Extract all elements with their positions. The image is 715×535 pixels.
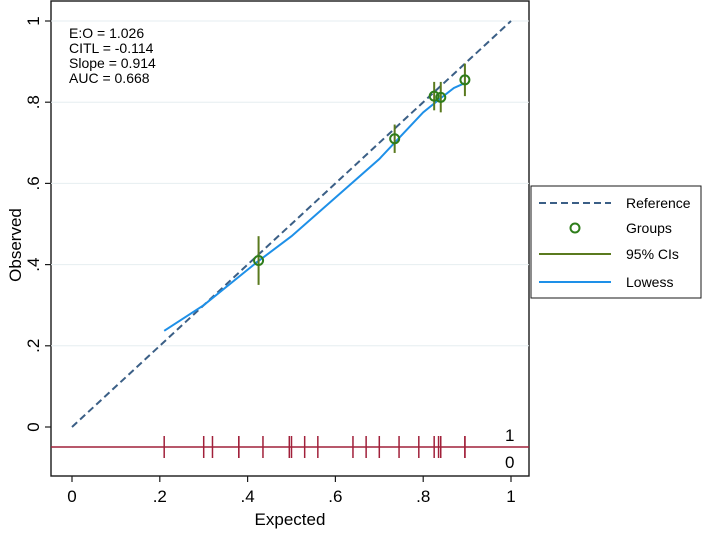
stat-slope: Slope = 0.914 — [69, 55, 156, 71]
legend-lowess-label: Lowess — [626, 274, 673, 290]
x-tick-label: 0 — [67, 487, 76, 506]
group-point — [389, 133, 401, 145]
x-tick-label: .4 — [241, 487, 255, 506]
legend-groups-label: Groups — [626, 220, 672, 236]
axis-ticks: 0 .2 .4 .6 .8 1 0 .2 .4 .6 .8 1 — [24, 16, 516, 506]
group-point — [459, 74, 471, 86]
x-tick-label: .6 — [328, 487, 342, 506]
legend: Reference Groups 95% CIs Lowess — [530, 185, 702, 299]
legend-reference-label: Reference — [626, 195, 691, 211]
rug-label-outcome-1: 1 — [505, 426, 514, 445]
x-tick-label: 1 — [506, 487, 515, 506]
legend-groups-swatch — [569, 222, 581, 234]
x-tick-label: .8 — [416, 487, 430, 506]
stat-auc: AUC = 0.668 — [69, 70, 150, 86]
y-tick-label: .8 — [24, 95, 43, 109]
rug-label-outcome-0: 0 — [505, 453, 514, 472]
series-layer — [71, 20, 512, 428]
statistics-box: E:O = 1.026 CITL = -0.114 Slope = 0.914 … — [69, 25, 156, 86]
plot-frame — [50, 0, 530, 477]
group-point — [253, 255, 265, 267]
y-tick-label: .4 — [24, 258, 43, 272]
legend-ci-label: 95% CIs — [626, 246, 679, 262]
y-tick-label: 1 — [24, 16, 43, 25]
rug-area — [51, 436, 529, 458]
legend-box — [530, 185, 702, 299]
group-point — [435, 91, 447, 103]
y-axis-title: Observed — [6, 208, 25, 282]
group-point — [428, 90, 440, 102]
x-axis-title: Expected — [255, 510, 326, 529]
y-tick-label: .6 — [24, 176, 43, 190]
stat-eo: E:O = 1.026 — [69, 25, 144, 41]
lowess-curve — [163, 82, 466, 332]
gridlines — [51, 20, 529, 347]
stat-citl: CITL = -0.114 — [69, 40, 154, 56]
reference-line — [71, 20, 512, 428]
y-tick-label: .2 — [24, 339, 43, 353]
y-tick-label: 0 — [24, 422, 43, 431]
x-tick-label: .2 — [153, 487, 167, 506]
